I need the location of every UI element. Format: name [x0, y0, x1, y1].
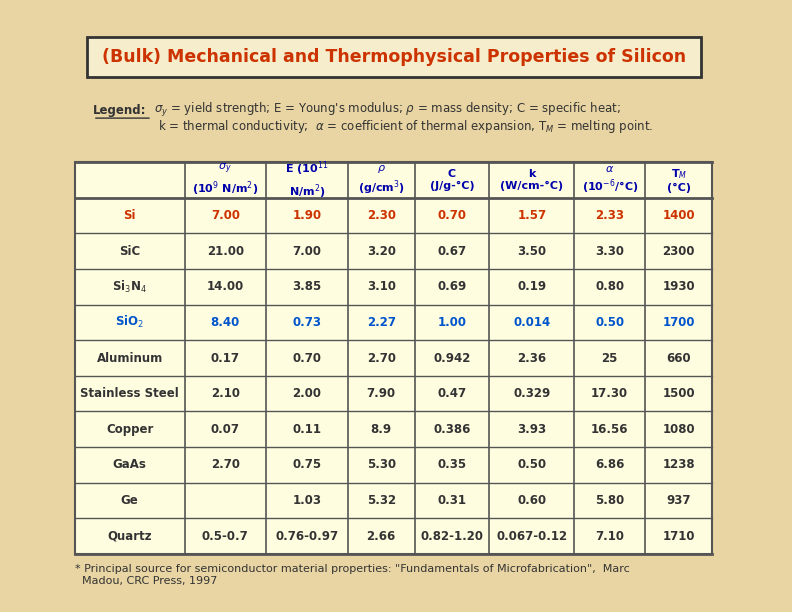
Text: 0.35: 0.35: [437, 458, 466, 471]
Text: 2.27: 2.27: [367, 316, 396, 329]
Text: 5.32: 5.32: [367, 494, 396, 507]
Text: 0.50: 0.50: [517, 458, 546, 471]
FancyBboxPatch shape: [74, 162, 713, 554]
Text: SiC: SiC: [119, 245, 140, 258]
Text: Ge: Ge: [121, 494, 139, 507]
Text: 0.75: 0.75: [292, 458, 322, 471]
Text: GaAs: GaAs: [112, 458, 147, 471]
Text: 7.00: 7.00: [211, 209, 240, 222]
Text: 0.329: 0.329: [513, 387, 550, 400]
Text: 16.56: 16.56: [591, 423, 628, 436]
Text: 0.50: 0.50: [595, 316, 624, 329]
Text: 2.70: 2.70: [367, 351, 396, 365]
Text: 5.80: 5.80: [595, 494, 624, 507]
Text: $\sigma_y$
(10$^9$ N/m$^2$): $\sigma_y$ (10$^9$ N/m$^2$): [192, 162, 258, 198]
Text: 5.30: 5.30: [367, 458, 396, 471]
Text: 0.60: 0.60: [517, 494, 546, 507]
FancyBboxPatch shape: [86, 37, 701, 76]
Text: 17.30: 17.30: [591, 387, 628, 400]
Text: 1080: 1080: [662, 423, 695, 436]
Text: 937: 937: [667, 494, 691, 507]
Text: 14.00: 14.00: [207, 280, 244, 293]
Text: k
(W/cm-°C): k (W/cm-°C): [501, 169, 563, 191]
Text: 1700: 1700: [663, 316, 695, 329]
Text: 2.10: 2.10: [211, 387, 240, 400]
Text: $\alpha$
(10$^{-6}$/°C): $\alpha$ (10$^{-6}$/°C): [581, 163, 638, 196]
Text: 1.90: 1.90: [292, 209, 322, 222]
Text: 2.36: 2.36: [517, 351, 546, 365]
Text: 0.386: 0.386: [433, 423, 470, 436]
Text: Si: Si: [124, 209, 136, 222]
Text: 0.82-1.20: 0.82-1.20: [421, 529, 484, 543]
Text: $\sigma_y$ = yield strength; E = Young's modulus; $\rho$ = mass density; C = spe: $\sigma_y$ = yield strength; E = Young's…: [154, 101, 621, 119]
Text: 0.80: 0.80: [595, 280, 624, 293]
Text: 2.33: 2.33: [596, 209, 624, 222]
Text: Aluminum: Aluminum: [97, 351, 163, 365]
Text: Si$_3$N$_4$: Si$_3$N$_4$: [112, 278, 147, 295]
Text: 660: 660: [666, 351, 691, 365]
Text: 2300: 2300: [663, 245, 695, 258]
Text: 8.40: 8.40: [211, 316, 240, 329]
Text: 0.067-0.12: 0.067-0.12: [497, 529, 567, 543]
Text: 1930: 1930: [662, 280, 695, 293]
Text: 0.17: 0.17: [211, 351, 240, 365]
Text: C
(J/g-°C): C (J/g-°C): [430, 169, 474, 191]
Text: 0.5-0.7: 0.5-0.7: [202, 529, 249, 543]
Text: 1400: 1400: [662, 209, 695, 222]
Text: 21.00: 21.00: [207, 245, 244, 258]
Text: (Bulk) Mechanical and Thermophysical Properties of Silicon: (Bulk) Mechanical and Thermophysical Pro…: [101, 48, 686, 65]
Text: 3.93: 3.93: [517, 423, 546, 436]
Text: SiO$_2$: SiO$_2$: [115, 315, 144, 330]
Text: 0.67: 0.67: [437, 245, 466, 258]
Text: 7.00: 7.00: [292, 245, 322, 258]
Text: Stainless Steel: Stainless Steel: [80, 387, 179, 400]
Text: 1238: 1238: [662, 458, 695, 471]
Text: 2.70: 2.70: [211, 458, 240, 471]
Text: 0.11: 0.11: [292, 423, 322, 436]
Text: 0.70: 0.70: [292, 351, 322, 365]
Text: 25: 25: [601, 351, 618, 365]
Text: k = thermal conductivity;  $\alpha$ = coefficient of thermal expansion, T$_M$ = : k = thermal conductivity; $\alpha$ = coe…: [158, 118, 653, 135]
Text: 3.85: 3.85: [292, 280, 322, 293]
Text: 7.90: 7.90: [367, 387, 396, 400]
Text: 0.73: 0.73: [292, 316, 322, 329]
Text: T$_M$
(°C): T$_M$ (°C): [667, 167, 691, 193]
Text: 7.10: 7.10: [596, 529, 624, 543]
Text: 0.19: 0.19: [517, 280, 546, 293]
Text: 0.31: 0.31: [437, 494, 466, 507]
Text: E (10$^{11}$
N/m$^2$): E (10$^{11}$ N/m$^2$): [285, 159, 329, 201]
Text: 3.50: 3.50: [517, 245, 546, 258]
Text: 3.30: 3.30: [596, 245, 624, 258]
Text: 3.20: 3.20: [367, 245, 396, 258]
Text: 0.07: 0.07: [211, 423, 240, 436]
Text: $\rho$
(g/cm$^3$): $\rho$ (g/cm$^3$): [358, 163, 405, 197]
Text: 0.014: 0.014: [513, 316, 550, 329]
Text: 1500: 1500: [662, 387, 695, 400]
Text: 0.69: 0.69: [437, 280, 466, 293]
Text: 1.03: 1.03: [292, 494, 322, 507]
Text: * Principal source for semiconductor material properties: "Fundamentals of Micro: * Principal source for semiconductor mat…: [74, 564, 630, 586]
Text: 2.66: 2.66: [367, 529, 396, 543]
Text: 2.30: 2.30: [367, 209, 396, 222]
Text: 1710: 1710: [663, 529, 695, 543]
Text: 1.57: 1.57: [517, 209, 546, 222]
Text: 0.76-0.97: 0.76-0.97: [276, 529, 338, 543]
Text: 3.10: 3.10: [367, 280, 396, 293]
Text: 1.00: 1.00: [437, 316, 466, 329]
Text: Copper: Copper: [106, 423, 154, 436]
Text: Legend:: Legend:: [93, 103, 147, 117]
Text: 2.00: 2.00: [292, 387, 322, 400]
Text: 0.47: 0.47: [437, 387, 466, 400]
Text: 0.70: 0.70: [437, 209, 466, 222]
Text: 8.9: 8.9: [371, 423, 392, 436]
Text: 0.942: 0.942: [433, 351, 470, 365]
Text: 6.86: 6.86: [595, 458, 624, 471]
Text: Quartz: Quartz: [108, 529, 152, 543]
